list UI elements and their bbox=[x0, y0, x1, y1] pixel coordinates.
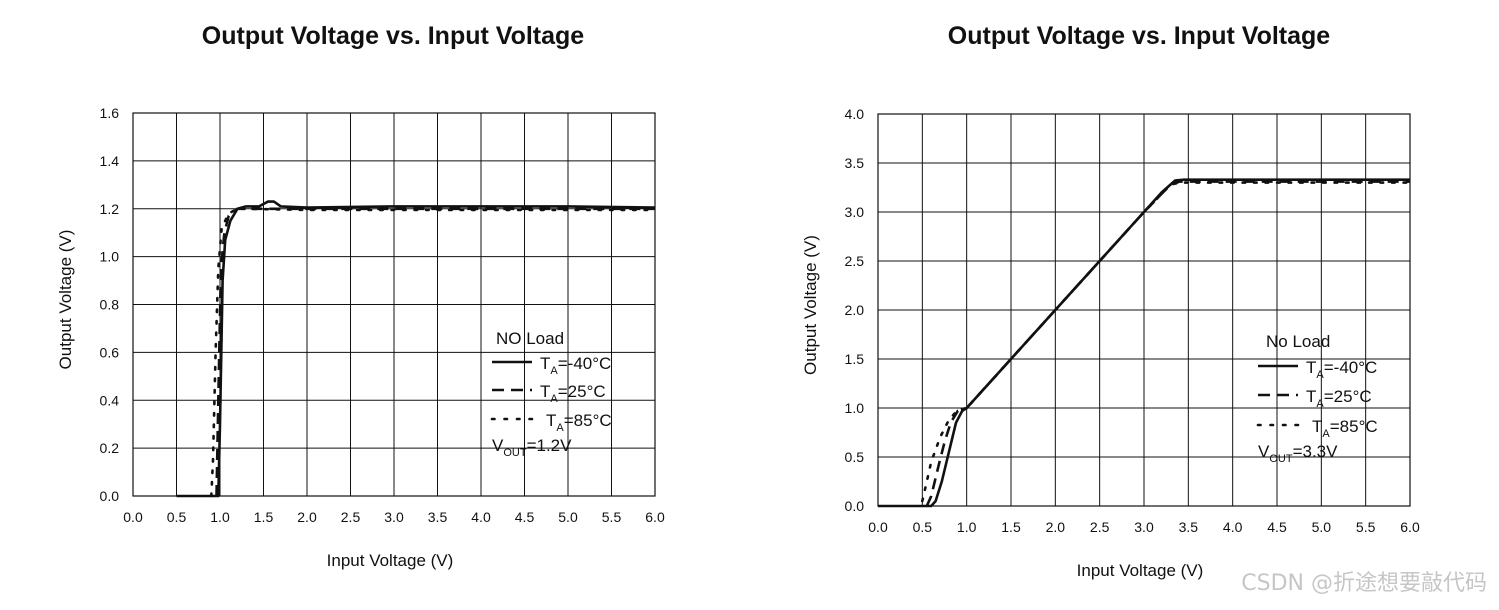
x-axis-label: Input Voltage (V) bbox=[327, 551, 454, 570]
x-tick-label: 0.5 bbox=[167, 509, 187, 525]
legend-note: VOUT=1.2V bbox=[492, 436, 572, 459]
y-axis-label: Output Voltage (V) bbox=[56, 230, 75, 370]
series-line-solid bbox=[176, 200, 656, 498]
x-tick-label: 2.0 bbox=[1046, 519, 1066, 535]
x-tick-label: 4.0 bbox=[471, 509, 491, 525]
y-tick-label: 1.6 bbox=[100, 105, 120, 121]
x-tick-label: 6.0 bbox=[645, 509, 665, 525]
legend-entry-label: TA=85°C bbox=[546, 411, 612, 434]
y-tick-label: 0.0 bbox=[100, 488, 120, 504]
x-tick-label: 1.0 bbox=[210, 509, 230, 525]
series-line-dashed bbox=[925, 180, 1410, 507]
y-tick-label: 0.4 bbox=[100, 392, 120, 408]
x-tick-label: 1.5 bbox=[1001, 519, 1021, 535]
x-tick-label: 2.5 bbox=[1090, 519, 1110, 535]
plot-frame bbox=[877, 113, 1411, 507]
y-tick-label: 1.2 bbox=[100, 201, 120, 217]
y-tick-label: 0.0 bbox=[845, 498, 865, 514]
y-tick-label: 3.5 bbox=[845, 155, 865, 171]
y-tick-label: 3.0 bbox=[845, 204, 865, 220]
y-axis-label: Output Voltage (V) bbox=[801, 235, 820, 375]
y-tick-label: 0.2 bbox=[100, 440, 120, 456]
legend-entry-label: TA=25°C bbox=[540, 382, 606, 405]
x-tick-label: 0.5 bbox=[913, 519, 933, 535]
x-tick-label: 4.0 bbox=[1223, 519, 1243, 535]
legend-title: No Load bbox=[1266, 332, 1330, 351]
chart-title: Output Voltage vs. Input Voltage bbox=[948, 22, 1331, 50]
y-tick-label: 1.0 bbox=[100, 249, 120, 265]
legend-entry-label: TA=-40°C bbox=[540, 354, 611, 377]
legend-entry-label: TA=85°C bbox=[1312, 417, 1378, 440]
x-axis-label: Input Voltage (V) bbox=[1077, 561, 1204, 580]
x-tick-label: 6.0 bbox=[1400, 519, 1420, 535]
legend-entry-label: TA=-40°C bbox=[1306, 358, 1377, 381]
x-tick-label: 2.5 bbox=[341, 509, 361, 525]
y-tick-label: 0.6 bbox=[100, 344, 120, 360]
x-tick-label: 5.5 bbox=[602, 509, 622, 525]
x-tick-label: 3.5 bbox=[428, 509, 448, 525]
chart-1: Output Voltage vs. Input Voltage 0.0 0.5 1.… bbox=[56, 22, 665, 570]
x-tick-label: 1.5 bbox=[254, 509, 274, 525]
x-tick-label: 4.5 bbox=[515, 509, 535, 525]
plot-frame bbox=[132, 112, 656, 497]
y-tick-label: 2.0 bbox=[845, 302, 865, 318]
chart-title: Output Voltage vs. Input Voltage bbox=[202, 22, 585, 50]
x-tick-label: 1.0 bbox=[957, 519, 977, 535]
x-tick-label: 0.0 bbox=[868, 519, 888, 535]
watermark: CSDN @折途想要敲代码 bbox=[1241, 571, 1487, 596]
y-tick-label: 0.5 bbox=[845, 449, 865, 465]
legend-entry-label: TA=25°C bbox=[1306, 387, 1372, 410]
y-tick-label: 2.5 bbox=[845, 253, 865, 269]
y-tick-label: 1.5 bbox=[845, 351, 865, 367]
x-tick-label: 5.5 bbox=[1356, 519, 1376, 535]
y-tick-label: 0.8 bbox=[100, 297, 120, 313]
series-line-dotted bbox=[921, 181, 1412, 503]
x-tick-label: 3.5 bbox=[1179, 519, 1199, 535]
x-tick-label: 5.0 bbox=[558, 509, 578, 525]
x-tick-label: 0.0 bbox=[123, 509, 143, 525]
y-tick-label: 1.0 bbox=[845, 400, 865, 416]
x-tick-label: 4.5 bbox=[1267, 519, 1287, 535]
x-tick-label: 3.0 bbox=[1134, 519, 1154, 535]
legend-note: VOUT=3.3V bbox=[1258, 442, 1338, 465]
x-tick-label: 2.0 bbox=[297, 509, 317, 525]
chart-2: Output Voltage vs. Input Voltage 0.0 0.5 1.… bbox=[801, 22, 1420, 580]
x-tick-label: 3.0 bbox=[384, 509, 404, 525]
legend-title: NO Load bbox=[496, 329, 564, 348]
grid bbox=[132, 112, 656, 497]
y-tick-label: 4.0 bbox=[845, 106, 865, 122]
x-tick-label: 5.0 bbox=[1312, 519, 1332, 535]
y-tick-label: 1.4 bbox=[100, 153, 120, 169]
